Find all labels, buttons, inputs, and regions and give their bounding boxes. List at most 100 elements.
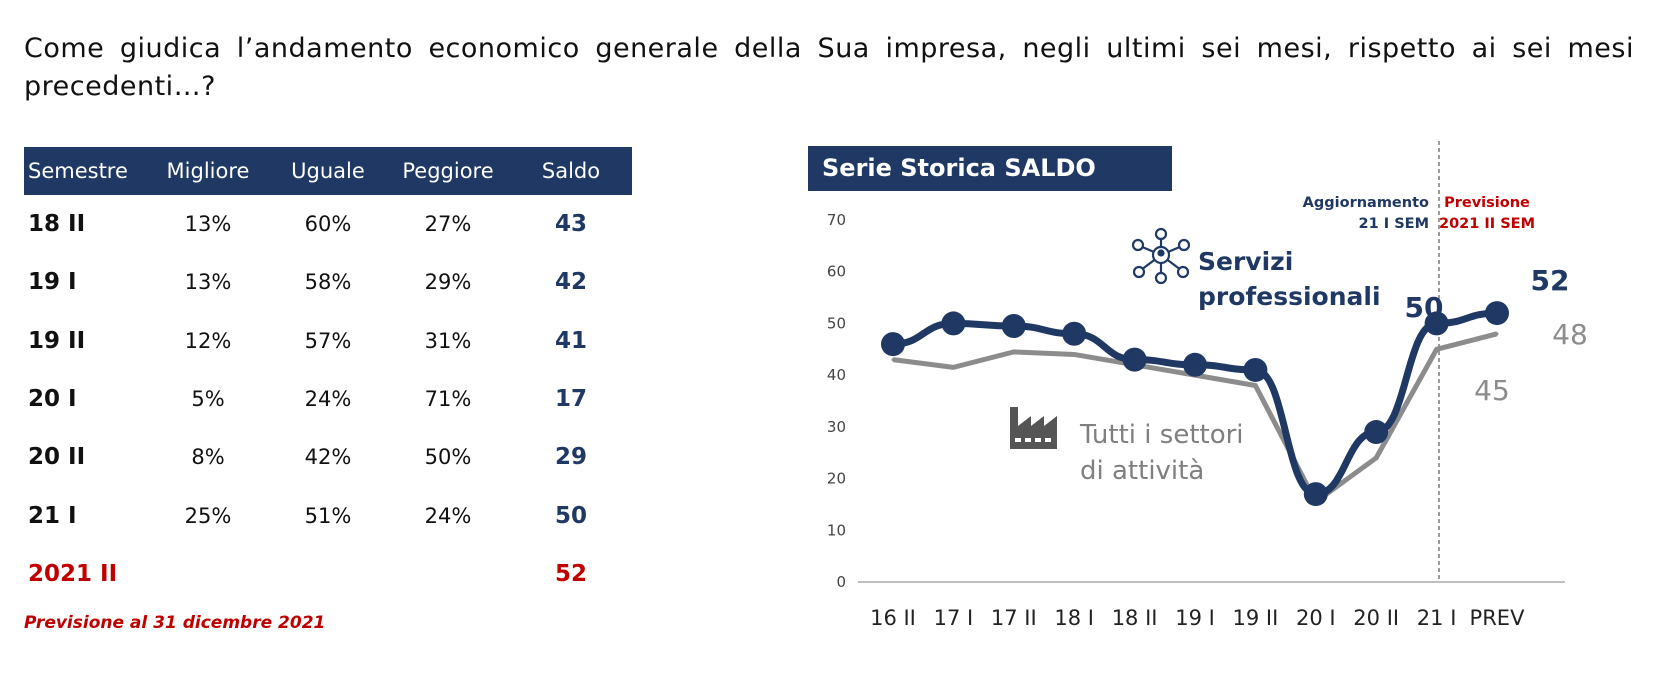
x-tick-label: 20 I bbox=[1296, 606, 1336, 630]
cell-migliore: 13% bbox=[184, 212, 232, 237]
point-tutti bbox=[1495, 332, 1499, 336]
x-tick-label: 19 II bbox=[1233, 606, 1279, 630]
value-servizi-prev: 52 bbox=[1531, 264, 1570, 297]
servizi-label-2: professionali bbox=[1198, 282, 1381, 311]
point-servizi bbox=[1243, 357, 1268, 382]
cell-saldo: 42 bbox=[554, 269, 587, 296]
point-servizi bbox=[1303, 482, 1328, 507]
table-row: 19 II 12% 57% 31% 41 bbox=[24, 312, 632, 370]
update-label-2: 21 I SEM bbox=[1359, 216, 1429, 232]
x-tick-label: 17 II bbox=[991, 606, 1037, 630]
series-layer bbox=[881, 301, 1509, 507]
cell-migliore: 13% bbox=[184, 270, 232, 295]
y-tick-label: 30 bbox=[827, 418, 846, 436]
table-row: 2021 II 52 bbox=[24, 545, 632, 603]
point-servizi bbox=[881, 332, 905, 357]
cell-uguale: 42% bbox=[304, 445, 352, 470]
point-servizi bbox=[1424, 311, 1449, 336]
cell-migliore: 8% bbox=[191, 445, 225, 470]
forecast-note: Previsione al 31 dicembre 2021 bbox=[24, 613, 326, 633]
cell-peggiore: 24% bbox=[424, 503, 472, 528]
y-tick-label: 70 bbox=[827, 211, 846, 229]
y-tick-label: 50 bbox=[827, 314, 846, 332]
cell-saldo: 50 bbox=[554, 502, 587, 529]
point-servizi bbox=[1001, 314, 1026, 339]
update-label-1: Aggiornamento bbox=[1303, 195, 1429, 211]
table-row: 20 I 5% 24% 71% 17 bbox=[24, 370, 632, 428]
value-servizi-21: 50 bbox=[1405, 291, 1444, 324]
x-tick-label: 20 II bbox=[1353, 606, 1399, 630]
table-row: 21 I 25% 51% 24% 50 bbox=[24, 486, 632, 544]
point-tutti bbox=[951, 365, 955, 369]
servizi-label-1: Servizi bbox=[1198, 247, 1293, 276]
cell-semestre: 20 I bbox=[28, 386, 77, 413]
table-header: Semestre Migliore Uguale Peggiore Saldo bbox=[24, 147, 632, 195]
cell-saldo: 52 bbox=[554, 560, 587, 587]
value-tutti-prev: 48 bbox=[1552, 318, 1588, 351]
point-servizi bbox=[1183, 352, 1207, 377]
cell-uguale: 60% bbox=[304, 212, 352, 237]
x-tick-label: 19 I bbox=[1175, 606, 1215, 630]
cell-peggiore: 50% bbox=[424, 445, 472, 470]
results-table: Semestre Migliore Uguale Peggiore Saldo … bbox=[24, 147, 632, 603]
cell-peggiore: 31% bbox=[424, 328, 472, 353]
network-icon bbox=[1131, 227, 1191, 285]
cell-saldo: 17 bbox=[554, 386, 587, 413]
point-servizi bbox=[1364, 420, 1389, 445]
y-tick-label: 60 bbox=[827, 263, 846, 281]
x-tick-label: 17 I bbox=[934, 606, 974, 630]
cell-semestre: 19 I bbox=[28, 269, 77, 296]
header-migliore: Migliore bbox=[166, 159, 250, 183]
cell-peggiore: 29% bbox=[424, 270, 472, 295]
cell-semestre: 18 II bbox=[28, 211, 86, 238]
forecast-label-2: 2021 II SEM bbox=[1439, 216, 1535, 232]
x-tick-label: 18 I bbox=[1054, 606, 1094, 630]
cell-uguale: 58% bbox=[304, 270, 352, 295]
point-tutti bbox=[1253, 383, 1257, 387]
cell-uguale: 57% bbox=[304, 328, 352, 353]
chart-title: Serie Storica SALDO bbox=[808, 146, 1172, 191]
point-servizi bbox=[1122, 347, 1147, 372]
x-tick-label: 18 II bbox=[1112, 606, 1158, 630]
cell-semestre: 20 II bbox=[28, 444, 86, 471]
y-tick-label: 10 bbox=[827, 521, 846, 539]
header-peggiore: Peggiore bbox=[402, 159, 494, 183]
survey-question: Come giudica l’andamento economico gener… bbox=[24, 33, 1634, 102]
cell-migliore: 12% bbox=[184, 328, 232, 353]
cell-peggiore: 27% bbox=[424, 212, 472, 237]
cell-uguale: 24% bbox=[304, 387, 352, 412]
factory-icon bbox=[1010, 407, 1057, 449]
table-row: 20 II 8% 42% 50% 29 bbox=[24, 428, 632, 486]
table-row: 19 I 13% 58% 29% 42 bbox=[24, 253, 632, 311]
point-tutti bbox=[1374, 456, 1378, 460]
forecast-label-1: Previsione bbox=[1444, 195, 1530, 211]
x-tick-label: PREV bbox=[1470, 606, 1526, 630]
table-body: 18 II 13% 60% 27% 43 19 I 13% 58% 29% 42 19 II 12% 5… bbox=[24, 195, 632, 603]
header-saldo: Saldo bbox=[541, 159, 601, 183]
y-tick-label: 20 bbox=[827, 470, 846, 488]
axis-layer: 0 10 20 30 40 50 60 70 16 II 17 I 17 II 18 I 18 II 19… bbox=[827, 211, 1565, 630]
cell-peggiore: 71% bbox=[424, 387, 472, 412]
point-servizi bbox=[1062, 321, 1087, 346]
cell-migliore: 25% bbox=[184, 503, 232, 528]
cell-semestre: 21 I bbox=[28, 502, 77, 529]
point-tutti bbox=[1012, 350, 1016, 354]
point-servizi bbox=[941, 311, 966, 336]
point-servizi bbox=[1485, 301, 1509, 326]
table-row: 18 II 13% 60% 27% 43 bbox=[24, 195, 632, 253]
cell-semestre: 19 II bbox=[28, 327, 86, 354]
x-tick-label: 21 I bbox=[1417, 606, 1457, 630]
y-tick-label: 0 bbox=[836, 573, 846, 591]
x-tick-label: 16 II bbox=[870, 606, 916, 630]
cell-uguale: 51% bbox=[304, 503, 352, 528]
point-tutti bbox=[891, 358, 895, 362]
cell-migliore: 5% bbox=[191, 387, 225, 412]
point-tutti bbox=[1072, 352, 1076, 356]
header-uguale: Uguale bbox=[291, 159, 365, 183]
cell-saldo: 29 bbox=[554, 444, 587, 471]
header-semestre: Semestre bbox=[28, 159, 128, 183]
point-tutti bbox=[1435, 347, 1439, 351]
cell-saldo: 41 bbox=[554, 327, 587, 354]
y-tick-label: 40 bbox=[827, 366, 846, 384]
